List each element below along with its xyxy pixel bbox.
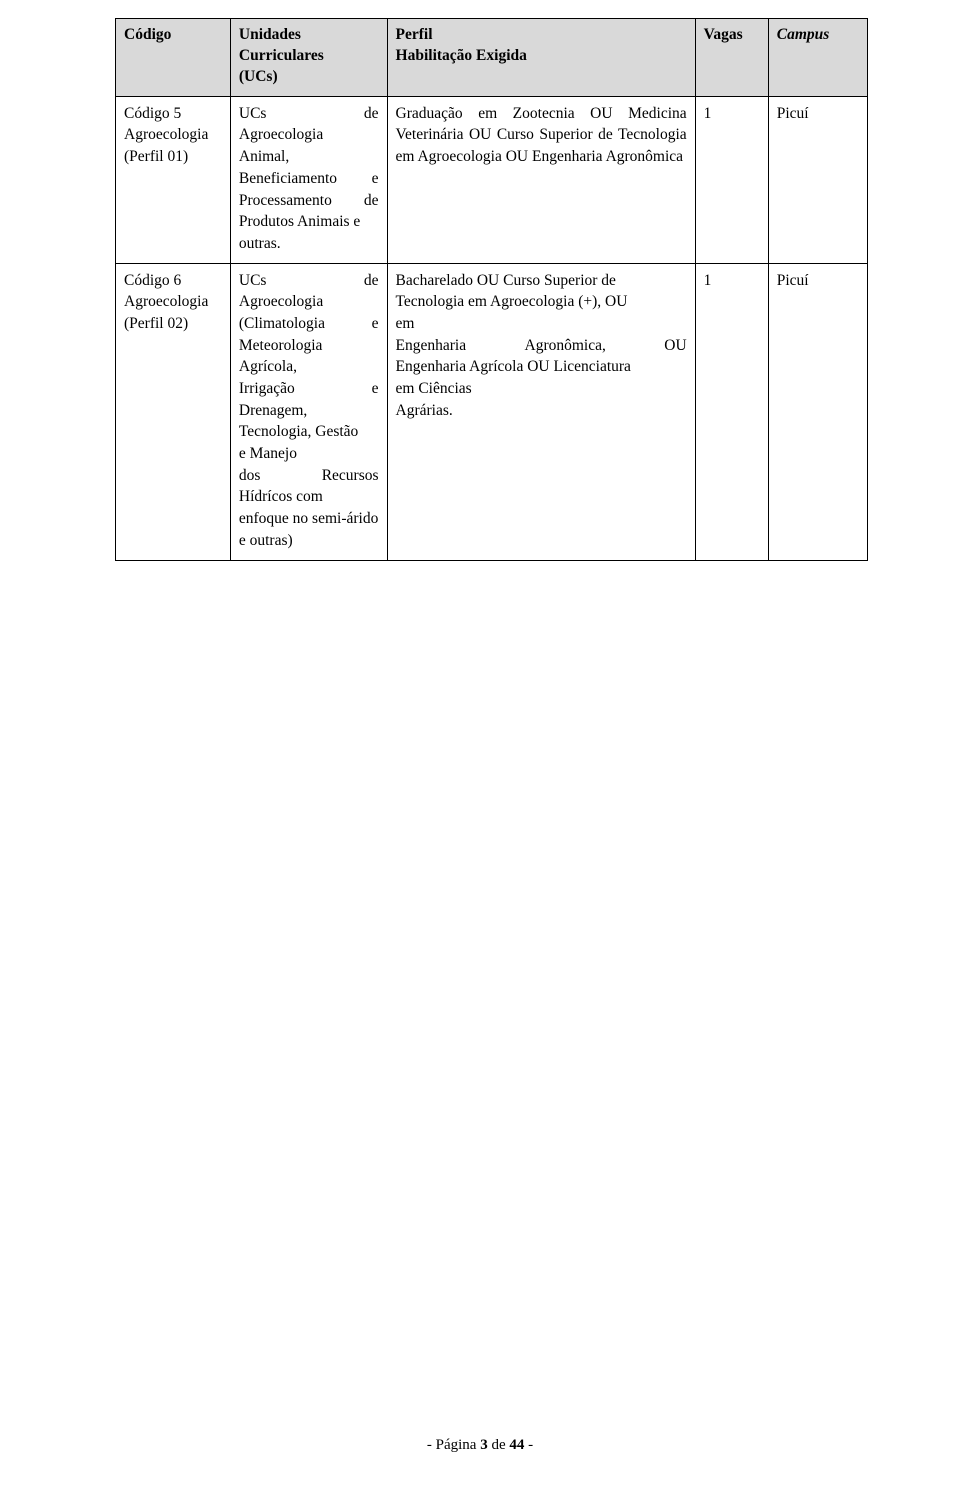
ucs-l3: (Climatologia e [239,313,379,335]
header-perfil-l2: Habilitação Exigida [396,46,687,67]
codigo-l2: Agroecologia [124,291,222,313]
ucs-l7: outras. [239,233,379,255]
footer-total: 44 [509,1437,524,1453]
codigo-l1: Código 6 [124,270,222,292]
header-campus-text: Campus [777,26,830,43]
ucs-l1: UCs de [239,103,379,125]
ucs-l5: Agrícola, [239,356,379,378]
ucs-l1-right: de [364,270,379,292]
ucs-l2: Agroecologia [239,124,379,146]
ucs-l10: dos Recursos [239,465,379,487]
cell-codigo: Código 6 Agroecologia (Perfil 02) [116,263,231,560]
perfil-l4-mid: Agronômica, [525,335,606,357]
ucs-l8: Tecnologia, Gestão [239,421,379,443]
footer-page: 3 [480,1437,488,1453]
ucs-l6-right: e [372,378,379,400]
codigo-l2: Agroecologia [124,124,222,146]
header-row: Código Unidades Curriculares (UCs) Perfi… [116,19,868,97]
header-ucs: Unidades Curriculares (UCs) [230,19,387,97]
ucs-l5-right: de [364,190,379,212]
header-vagas: Vagas [695,19,768,97]
header-codigo-text: Código [124,26,171,43]
vagas-text: 1 [704,272,712,289]
data-table: Código Unidades Curriculares (UCs) Perfi… [115,18,868,561]
codigo-l1: Código 5 [124,103,222,125]
ucs-l3: Animal, [239,146,379,168]
ucs-l5: Processamento de [239,190,379,212]
table-row: Código 5 Agroecologia (Perfil 01) UCs de… [116,96,868,263]
ucs-l10-right: Recursos [322,465,379,487]
ucs-l12: enfoque no semi-árido e outras) [239,508,379,551]
perfil-l4-left: Engenharia [396,335,467,357]
cell-codigo: Código 5 Agroecologia (Perfil 01) [116,96,231,263]
header-campus: Campus [768,19,867,97]
perfil-l1: Bacharelado OU Curso Superior de [396,270,687,292]
perfil-l4: Engenharia Agronômica, OU [396,335,687,357]
page: Código Unidades Curriculares (UCs) Perfi… [0,0,960,1508]
ucs-l4-right: e [372,168,379,190]
ucs-l4: Meteorologia [239,335,379,357]
cell-campus: Picuí [768,96,867,263]
ucs-l1-left: UCs [239,270,267,292]
perfil-l3: em [396,313,687,335]
ucs-l1-left: UCs [239,103,267,125]
perfil-l4-right: OU [664,335,686,357]
header-vagas-text: Vagas [704,26,743,43]
perfil-l6: em Ciências [396,378,687,400]
ucs-l6-left: Irrigação [239,378,295,400]
footer-middle: de [488,1437,510,1453]
codigo-l3: (Perfil 02) [124,313,222,335]
cell-perfil: Graduação em Zootecnia OU Medicina Veter… [387,96,695,263]
ucs-l4: Beneficiamento e [239,168,379,190]
vagas-text: 1 [704,105,712,122]
cell-ucs: UCs de Agroecologia (Climatologia e Mete… [230,263,387,560]
cell-vagas: 1 [695,263,768,560]
perfil-l2: Tecnologia em Agroecologia (+), OU [396,291,687,313]
campus-text: Picuí [777,272,809,289]
ucs-l10-left: dos [239,465,261,487]
perfil-l7: Agrárias. [396,400,687,422]
ucs-l6: Irrigação e [239,378,379,400]
cell-vagas: 1 [695,96,768,263]
ucs-l1-right: de [364,103,379,125]
ucs-l3-left: (Climatologia [239,313,325,335]
header-ucs-l1: Unidades [239,25,379,46]
ucs-l5-left: Processamento [239,190,332,212]
ucs-l9: e Manejo [239,443,379,465]
ucs-l6: Produtos Animais e [239,211,379,233]
cell-campus: Picuí [768,263,867,560]
cell-ucs: UCs de Agroecologia Animal, Beneficiamen… [230,96,387,263]
cell-perfil: Bacharelado OU Curso Superior de Tecnolo… [387,263,695,560]
codigo-l3: (Perfil 01) [124,146,222,168]
header-perfil: Perfil Habilitação Exigida [387,19,695,97]
table-body: Código 5 Agroecologia (Perfil 01) UCs de… [116,96,868,560]
ucs-l11: Hídrícos com [239,486,379,508]
perfil-l5: Engenharia Agrícola OU Licenciatura [396,356,687,378]
ucs-l7: Drenagem, [239,400,379,422]
header-ucs-l2: Curriculares [239,46,379,67]
table-header: Código Unidades Curriculares (UCs) Perfi… [116,19,868,97]
footer-suffix: - [524,1437,533,1453]
ucs-l3-right: e [372,313,379,335]
header-perfil-l1: Perfil [396,25,687,46]
perfil-text: Graduação em Zootecnia OU Medicina Veter… [396,105,687,165]
ucs-l1: UCs de [239,270,379,292]
campus-text: Picuí [777,105,809,122]
footer-prefix: - Página [427,1437,480,1453]
ucs-l4-left: Beneficiamento [239,168,337,190]
header-codigo: Código [116,19,231,97]
header-ucs-l3: (UCs) [239,67,379,88]
ucs-l2: Agroecologia [239,291,379,313]
table-row: Código 6 Agroecologia (Perfil 02) UCs de… [116,263,868,560]
page-footer: - Página 3 de 44 - [0,1437,960,1454]
